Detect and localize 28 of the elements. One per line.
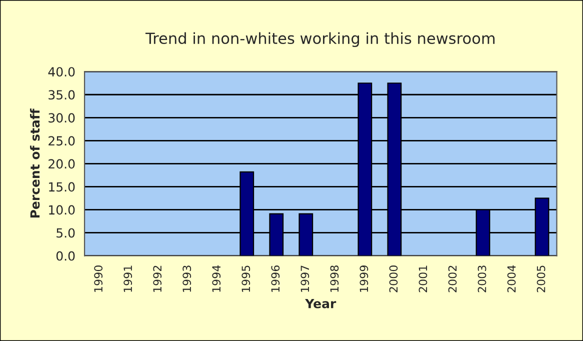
- y-tick-label: 40.0: [48, 67, 75, 77]
- y-tick-label: 20.0: [48, 159, 75, 169]
- y-axis-title: Percent of staff: [30, 108, 40, 218]
- chart-title: Trend in non-whites working in this newsroom: [145, 32, 495, 48]
- x-tick-label: 2000: [389, 266, 398, 292]
- y-tick-label: 0.0: [56, 251, 75, 261]
- y-tick-label: 15.0: [49, 182, 75, 192]
- y-tick-label: 25.0: [48, 136, 75, 146]
- x-tick-label: 1995: [242, 266, 250, 292]
- x-tick-label: 1994: [212, 265, 221, 292]
- x-tick-label: 1991: [124, 266, 132, 292]
- x-tick-label: 2001: [418, 266, 428, 292]
- x-tick-label: 2003: [478, 266, 486, 292]
- x-tick-label: 1997: [300, 266, 310, 292]
- y-tick-label: 5.0: [56, 228, 75, 238]
- x-axis-title: Year: [305, 298, 336, 308]
- x-tick-label: 2005: [536, 266, 546, 292]
- y-tick-label: 30.0: [48, 113, 75, 123]
- x-tick-label: 2002: [448, 266, 457, 292]
- x-tick-label: 1998: [330, 266, 339, 292]
- x-tick-label: 1996: [271, 265, 280, 292]
- y-tick-label: 10.0: [49, 205, 75, 215]
- x-tick-label: 2004: [507, 265, 516, 292]
- y-tick-label: 35.0: [48, 90, 75, 100]
- x-tick-label: 1992: [153, 266, 162, 292]
- x-tick-label: 1999: [360, 266, 368, 292]
- x-tick-label: 1993: [182, 266, 192, 292]
- x-tick-label: 1990: [94, 266, 103, 292]
